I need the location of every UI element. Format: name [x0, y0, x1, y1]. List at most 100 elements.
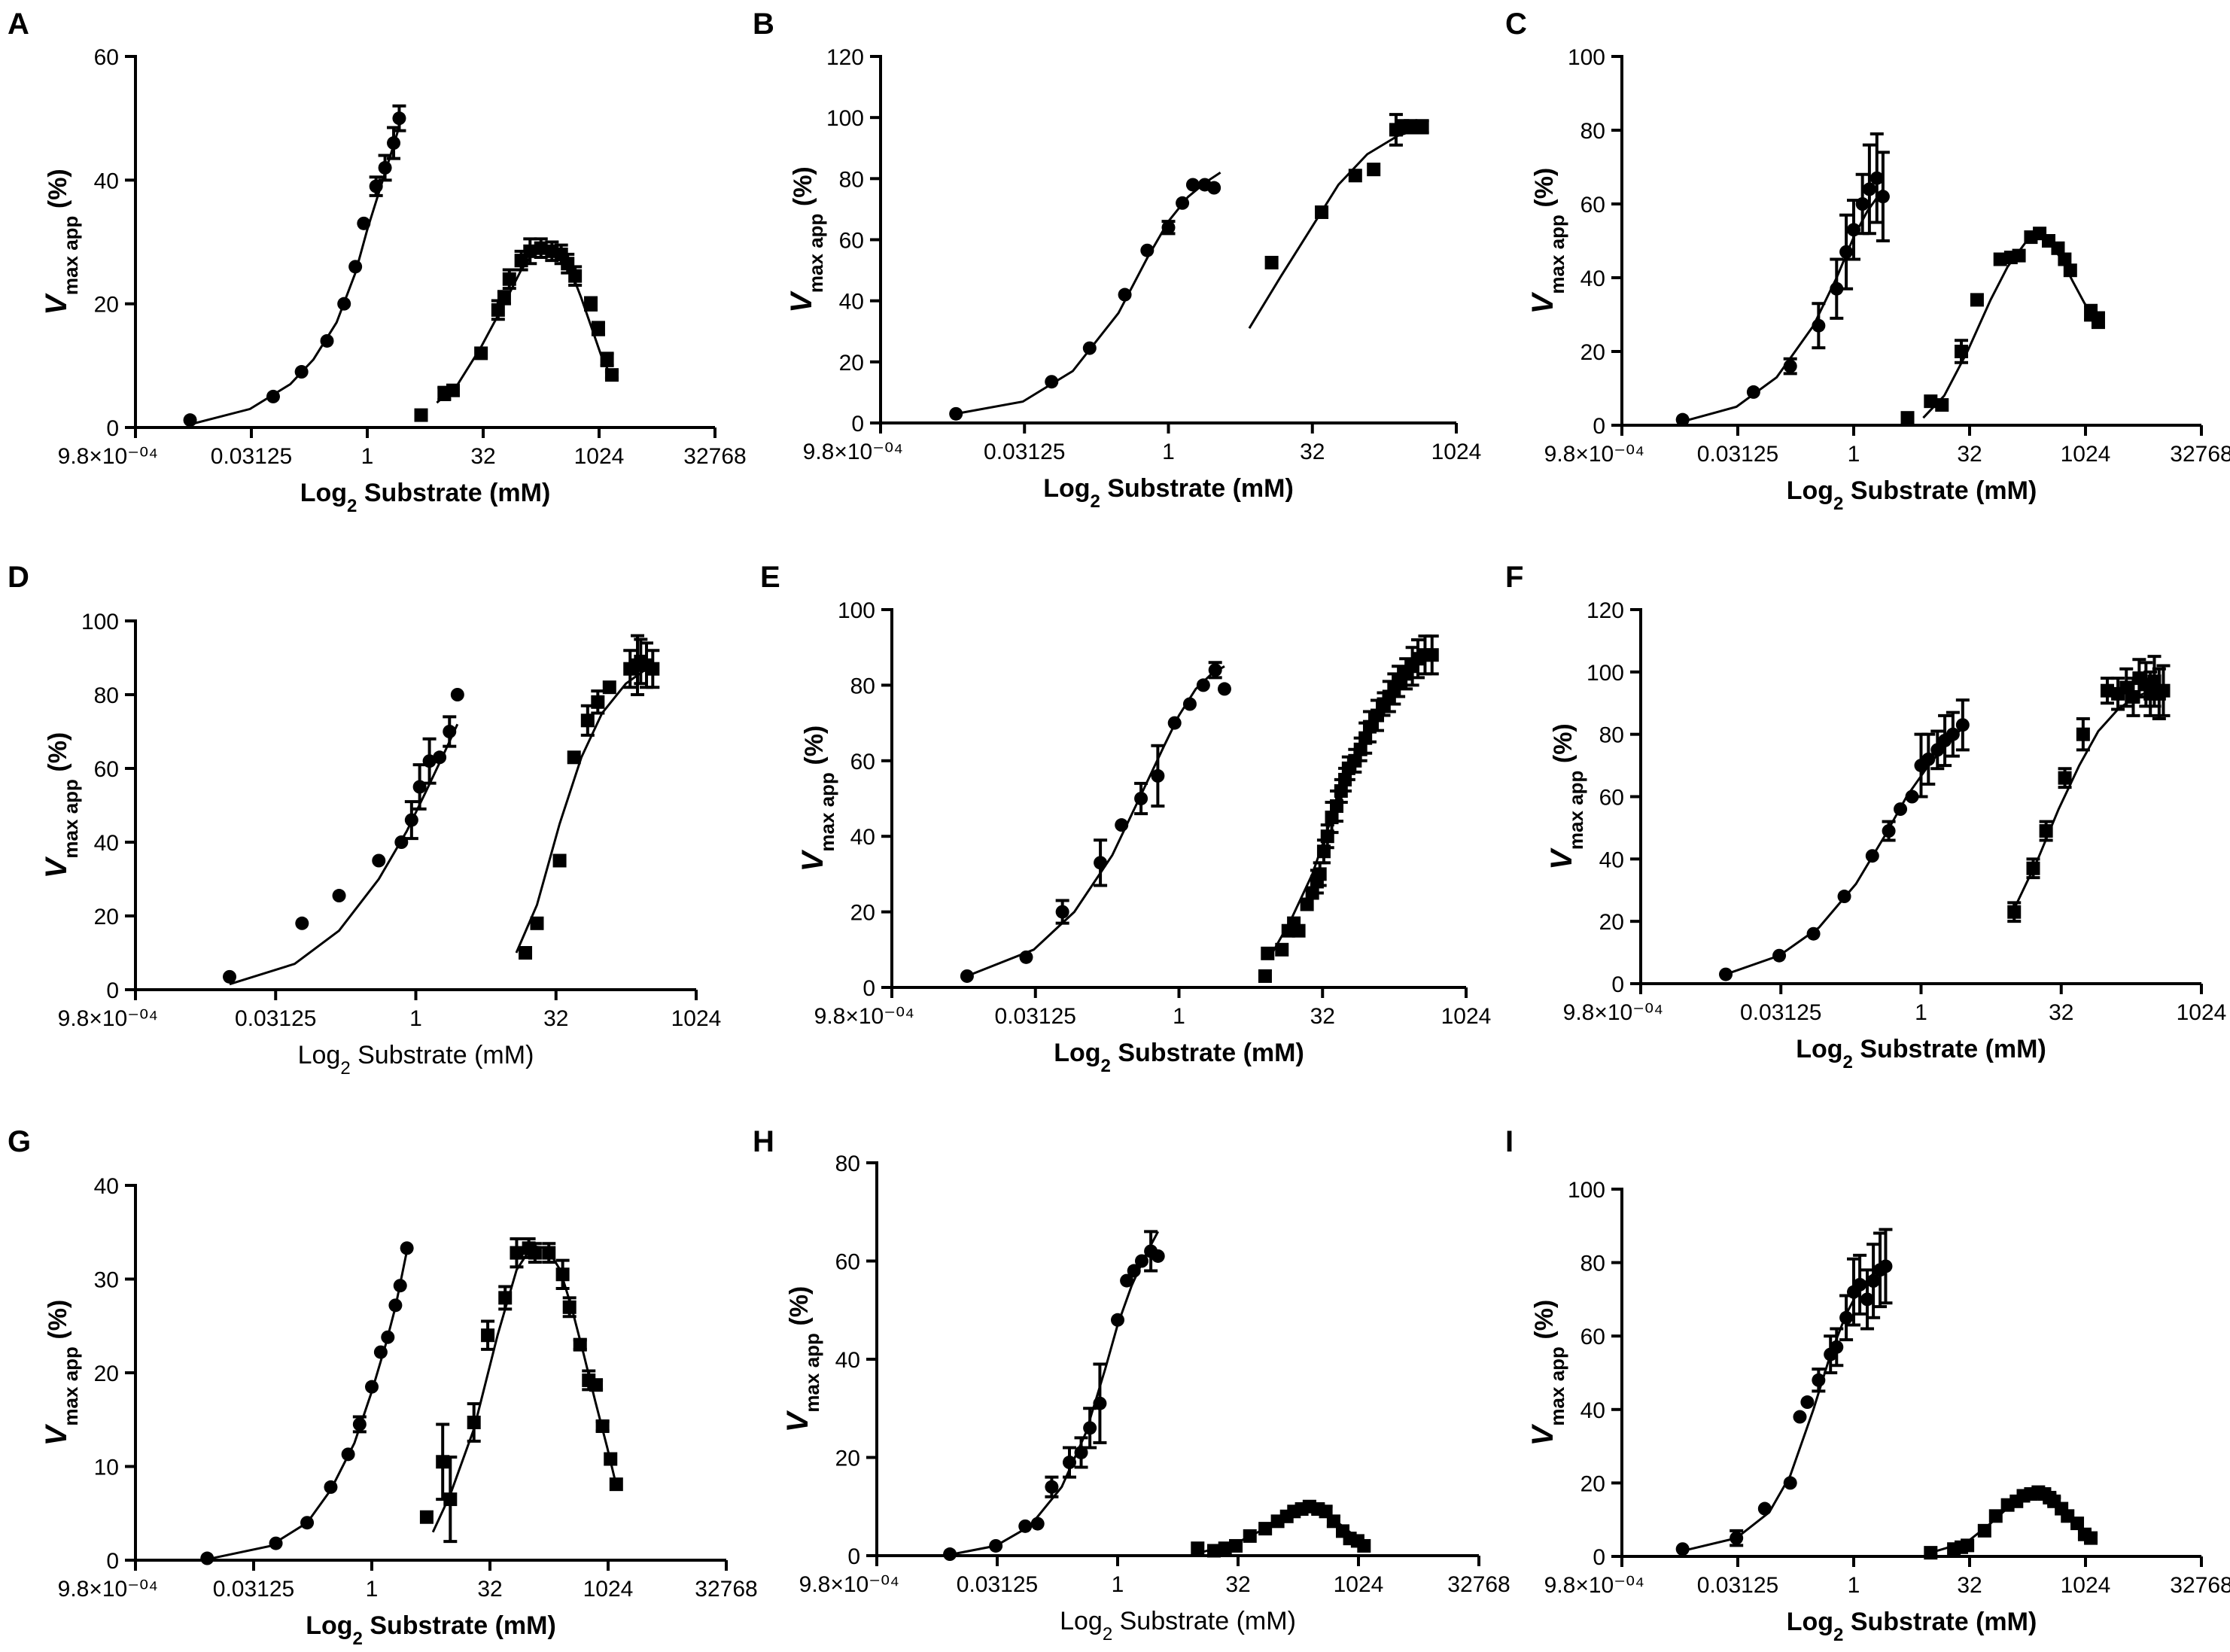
y-axis-label: Vmax app (%) — [40, 169, 82, 315]
data-point-circle — [373, 1345, 388, 1359]
data-point-square — [1264, 255, 1279, 269]
data-point-square — [1415, 120, 1429, 134]
data-point-square — [589, 1378, 604, 1392]
x-tick-label: 32 — [2049, 1000, 2073, 1025]
panel-letter: C — [1505, 8, 1527, 41]
data-point-circle — [404, 813, 418, 827]
data-point-square — [591, 321, 605, 336]
fit-curve-2 — [1248, 125, 1427, 329]
y-axis-label: Vmax app (%) — [796, 726, 838, 872]
panel-i: I 0 20 40 60 80 100 9.8×10⁻⁰⁴ 0.03125 1 32 1024 3276… — [1505, 1125, 2230, 1645]
data-point-square — [1291, 923, 1306, 938]
data-point-square — [2063, 263, 2077, 278]
data-point-square — [474, 346, 488, 361]
data-point-square — [510, 1246, 524, 1260]
data-point-square — [580, 713, 595, 728]
data-point-circle — [1094, 856, 1108, 870]
y-tick-label: 20 — [1580, 340, 1605, 365]
y-tick-label: 20 — [835, 1447, 860, 1471]
data-point-circle — [422, 754, 437, 768]
x-tick-label: 0.03125 — [211, 444, 292, 469]
y-tick-label: 60 — [1580, 193, 1605, 218]
y-tick-label: 60 — [1580, 1325, 1605, 1349]
panel-f: F 0 20 40 60 80 100 120 9.8×10⁻⁰⁴ 0.03125 1 32 1024 L… — [1505, 561, 2226, 1072]
data-point-circle — [387, 136, 401, 151]
data-point-square — [646, 662, 660, 676]
data-point-circle — [365, 1380, 379, 1394]
y-tick-label: 30 — [94, 1268, 119, 1293]
panel-letter: B — [753, 8, 774, 41]
data-point-circle — [357, 216, 371, 230]
data-point-circle — [1207, 181, 1221, 195]
data-point-circle — [989, 1538, 1003, 1553]
data-point-square — [1970, 293, 1984, 307]
x-axis-label: Log2 Substrate (mM) — [300, 479, 551, 516]
data-point-circle — [1055, 905, 1069, 919]
x-tick-label: 1024 — [2061, 1573, 2111, 1598]
x-tick-label: 1024 — [1334, 1572, 1384, 1597]
data-point-circle — [1018, 1519, 1033, 1533]
data-point-circle — [1793, 1410, 1807, 1424]
data-point-square — [1218, 1541, 1232, 1556]
data-point-circle — [1185, 178, 1200, 192]
data-point-square — [1955, 345, 1969, 358]
y-tick-label: 60 — [94, 45, 119, 70]
panel-letter: F — [1505, 561, 1523, 594]
data-point-circle — [1151, 768, 1165, 783]
x-tick-label: 1 — [409, 1006, 422, 1031]
data-point-circle — [1719, 967, 1733, 981]
data-point-square — [2012, 248, 2026, 263]
x-tick-label: 32 — [1300, 440, 1325, 464]
panel-letter: E — [760, 561, 780, 594]
x-tick-label: 9.8×10⁻⁰⁴ — [799, 1572, 899, 1597]
data-point-circle — [372, 853, 386, 868]
y-tick-label: 100 — [826, 106, 864, 131]
data-point-square — [1367, 163, 1381, 177]
data-point-circle — [200, 1551, 214, 1565]
data-point-square — [1315, 205, 1329, 219]
x-tick-label: 32768 — [695, 1577, 757, 1602]
data-point-square — [534, 241, 548, 255]
data-point-circle — [300, 1516, 315, 1530]
panel-a: A 0 20 40 60 9.8×10⁻⁰⁴ 0.03125 1 32 1024 32768 Log2… — [8, 8, 747, 516]
data-point-circle — [1946, 727, 1960, 741]
y-tick-label: 20 — [850, 901, 875, 926]
data-point-square — [1261, 946, 1275, 960]
y-tick-label: 100 — [1568, 45, 1605, 70]
data-point-square — [552, 853, 567, 868]
y-tick-label: 0 — [1611, 972, 1624, 997]
data-point-circle — [1772, 948, 1787, 963]
data-point-square — [1935, 398, 1949, 412]
data-point-circle — [1083, 1421, 1097, 1435]
x-tick-label: 32 — [470, 444, 495, 469]
x-tick-label: 0.03125 — [213, 1577, 294, 1602]
x-tick-label: 1 — [366, 1577, 379, 1602]
data-point-square — [467, 1415, 481, 1429]
data-point-square — [567, 750, 581, 765]
data-point-circle — [400, 1241, 414, 1255]
x-tick-label: 32 — [1310, 1004, 1335, 1029]
data-point-circle — [1161, 221, 1176, 235]
data-point-square — [1900, 411, 1915, 425]
data-point-square — [604, 368, 619, 382]
data-point-square — [419, 1510, 434, 1524]
data-point-circle — [1140, 243, 1155, 257]
data-point-square — [1357, 1538, 1371, 1553]
data-point-square — [1258, 1522, 1273, 1536]
data-point-square — [519, 946, 533, 960]
data-point-circle — [266, 389, 280, 403]
y-tick-label: 100 — [81, 610, 119, 634]
data-point-square — [609, 1477, 623, 1492]
x-tick-label: 1024 — [583, 1577, 634, 1602]
data-point-circle — [1812, 318, 1826, 333]
data-point-circle — [1855, 197, 1869, 211]
y-tick-label: 60 — [835, 1250, 860, 1275]
data-point-square — [1961, 1538, 1975, 1553]
data-point-square — [1191, 1541, 1205, 1556]
data-point-circle — [1839, 1310, 1854, 1325]
data-point-circle — [1905, 789, 1919, 804]
fit-curve-1 — [966, 665, 1225, 978]
data-point-circle — [378, 160, 392, 175]
x-tick-label: 32768 — [2170, 1573, 2230, 1598]
x-tick-label: 32 — [1225, 1572, 1250, 1597]
